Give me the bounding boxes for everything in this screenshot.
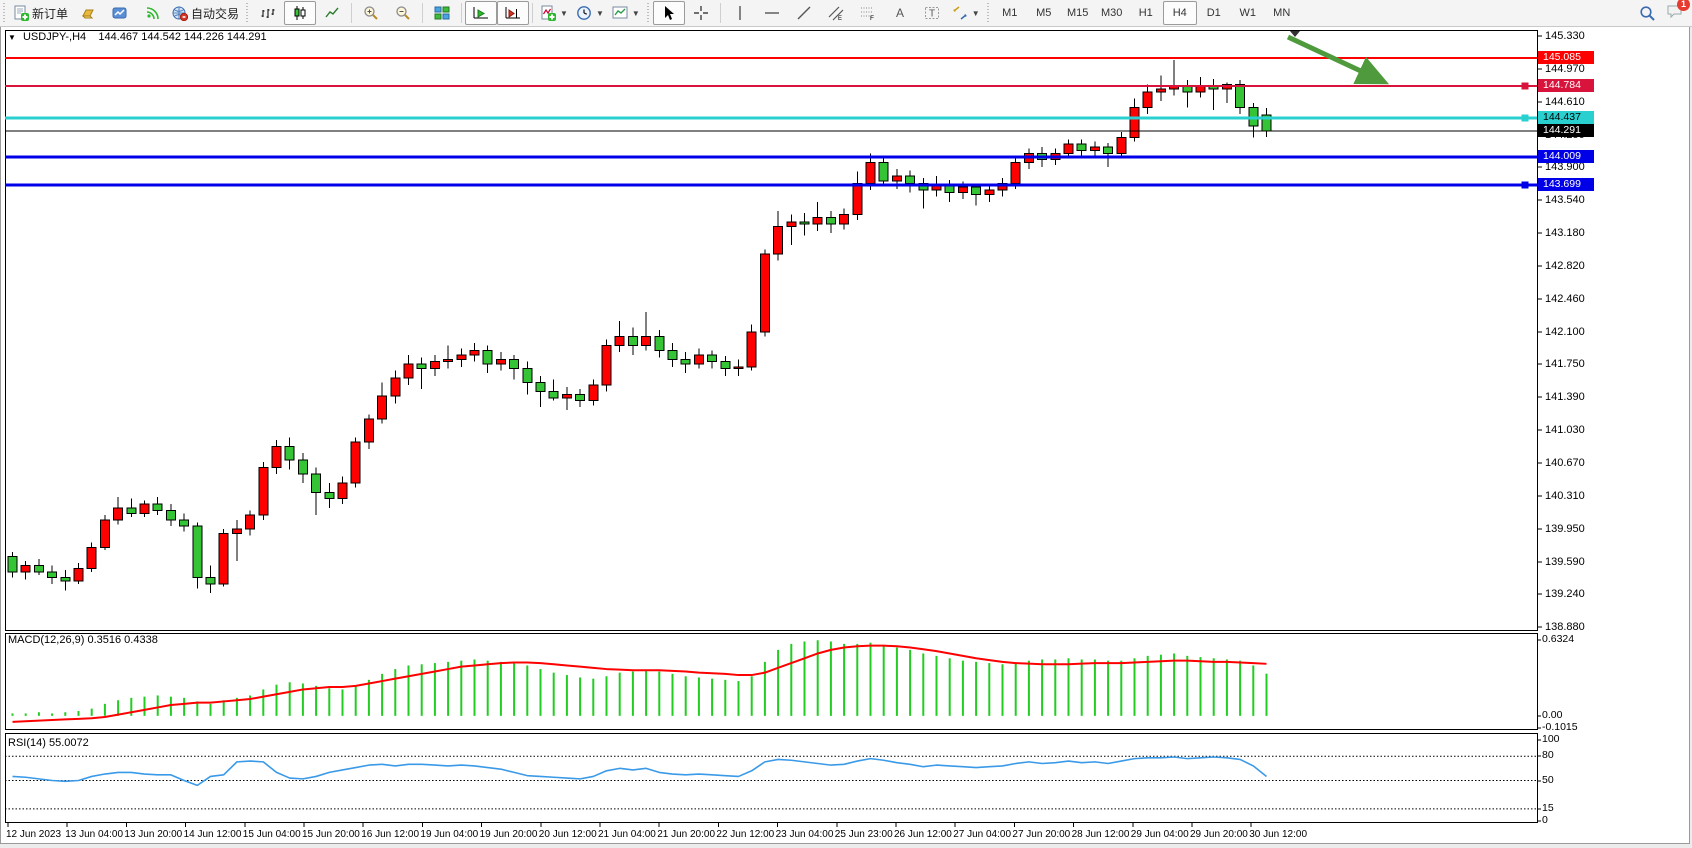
chart-symbol-period: USDJPY-,H4 [22,31,87,43]
chart-title: ▼ USDJPY-,H4 144.467 144.542 144.226 144… [8,31,267,43]
text-label-icon: T [924,7,939,20]
timeframe-toolbar: M1 M5 M15 M30 H1 H4 D1 W1 MN [993,1,1299,25]
arrows-caret-icon: ▼ [971,8,980,18]
crosshair-icon [693,6,708,20]
autotrading-button[interactable]: 自动交易 [168,1,243,25]
zoom-in-button[interactable] [355,1,387,25]
toolbar-grip [245,3,251,23]
svg-text:A: A [896,6,904,20]
periods-button[interactable]: ▼ [572,1,608,25]
indicators-button[interactable]: ▼ [536,1,572,25]
new-order-label: 新订单 [32,6,69,21]
indicators-caret-icon: ▼ [560,8,568,18]
svg-text:T: T [929,9,935,20]
horizontal-line-tool-button[interactable] [756,1,788,25]
channel-tool-button[interactable]: E [820,1,852,25]
new-order-button[interactable]: 新订单 [9,1,72,25]
cursor-tool-button[interactable] [652,1,685,25]
fibonacci-icon: F [860,7,874,21]
trendline-tool-button[interactable] [788,1,820,25]
timeframe-button-m1[interactable]: M1 [1002,7,1018,19]
chart-window[interactable] [0,26,1690,844]
toolbar-grip [985,3,991,23]
horizontal-line-icon [764,12,779,14]
zoom-in-icon [364,6,378,20]
signal-icon [146,7,159,20]
text-icon: A [896,6,904,20]
template-icon [612,6,628,19]
toolbar-grip [2,3,7,23]
trendline-icon [797,6,811,20]
clock-icon [577,6,591,20]
line-chart-icon [325,7,339,18]
svg-text:E: E [838,16,842,21]
chart-shift-icon [505,7,521,19]
vertical-line-icon [739,6,741,20]
candlestick-icon [294,6,306,20]
fibonacci-tool-button[interactable]: F [852,1,884,25]
text-tool-button[interactable]: A [884,1,916,25]
timeframe-button-m5[interactable]: M5 [1036,7,1052,19]
chart-ohlc-values: 144.467 144.542 144.226 144.291 [98,31,267,43]
search-icon[interactable] [1639,5,1656,22]
autotrading-icon [172,6,189,21]
timeframe-button-m30[interactable]: M30 [1101,7,1123,19]
vertical-line-tool-button[interactable] [724,1,756,25]
crosshair-tool-button[interactable] [685,1,717,25]
notification-badge: 1 [1677,0,1690,11]
candlestick-chart-button[interactable] [284,1,317,25]
timeframe-button-h4[interactable]: H4 [1162,1,1197,25]
text-label-tool-button[interactable]: T [916,1,948,25]
bar-chart-icon [261,9,275,18]
timeframe-button-m15[interactable]: M15 [1067,7,1089,19]
notifications-button[interactable]: 1 [1666,0,1690,24]
tile-windows-icon [434,6,450,20]
zoom-out-button[interactable] [387,1,419,25]
arrows-icon [953,6,967,20]
chart-menu-arrow-icon[interactable]: ▼ [8,33,16,42]
auto-scroll-icon [473,7,489,19]
timeframe-button-mn[interactable]: MN [1273,7,1291,19]
zoom-out-icon [396,6,410,20]
equidistant-channel-icon: E [828,6,844,21]
line-chart-button[interactable] [316,1,348,25]
templates-caret-icon: ▼ [631,8,640,18]
templates-button[interactable]: ▼ [608,1,644,25]
new-order-icon [14,5,29,21]
tile-windows-button[interactable] [426,1,458,25]
gold-icon [81,9,94,19]
periods-caret-icon: ▼ [595,8,604,18]
chart-window-icon [112,7,127,19]
arrows-tool-button[interactable]: ▼ [948,1,984,25]
signals-button[interactable] [136,1,168,25]
main-toolbar: 新订单 自动交易 [0,0,1692,27]
timeframe-button-w1[interactable]: W1 [1239,7,1256,19]
timeframe-button-h1[interactable]: H1 [1138,7,1153,19]
toolbar-grip [645,3,651,23]
svg-text:F: F [870,15,874,21]
chart-shift-button[interactable] [497,1,530,25]
auto-scroll-button[interactable] [465,1,498,25]
mql5-button[interactable] [72,1,104,25]
autotrading-label: 自动交易 [191,6,240,21]
cursor-icon [664,6,674,20]
indicators-icon [541,5,557,21]
timeframe-button-d1[interactable]: D1 [1206,7,1221,19]
metaeditor-button[interactable] [104,1,136,25]
bar-chart-button[interactable] [252,1,284,25]
